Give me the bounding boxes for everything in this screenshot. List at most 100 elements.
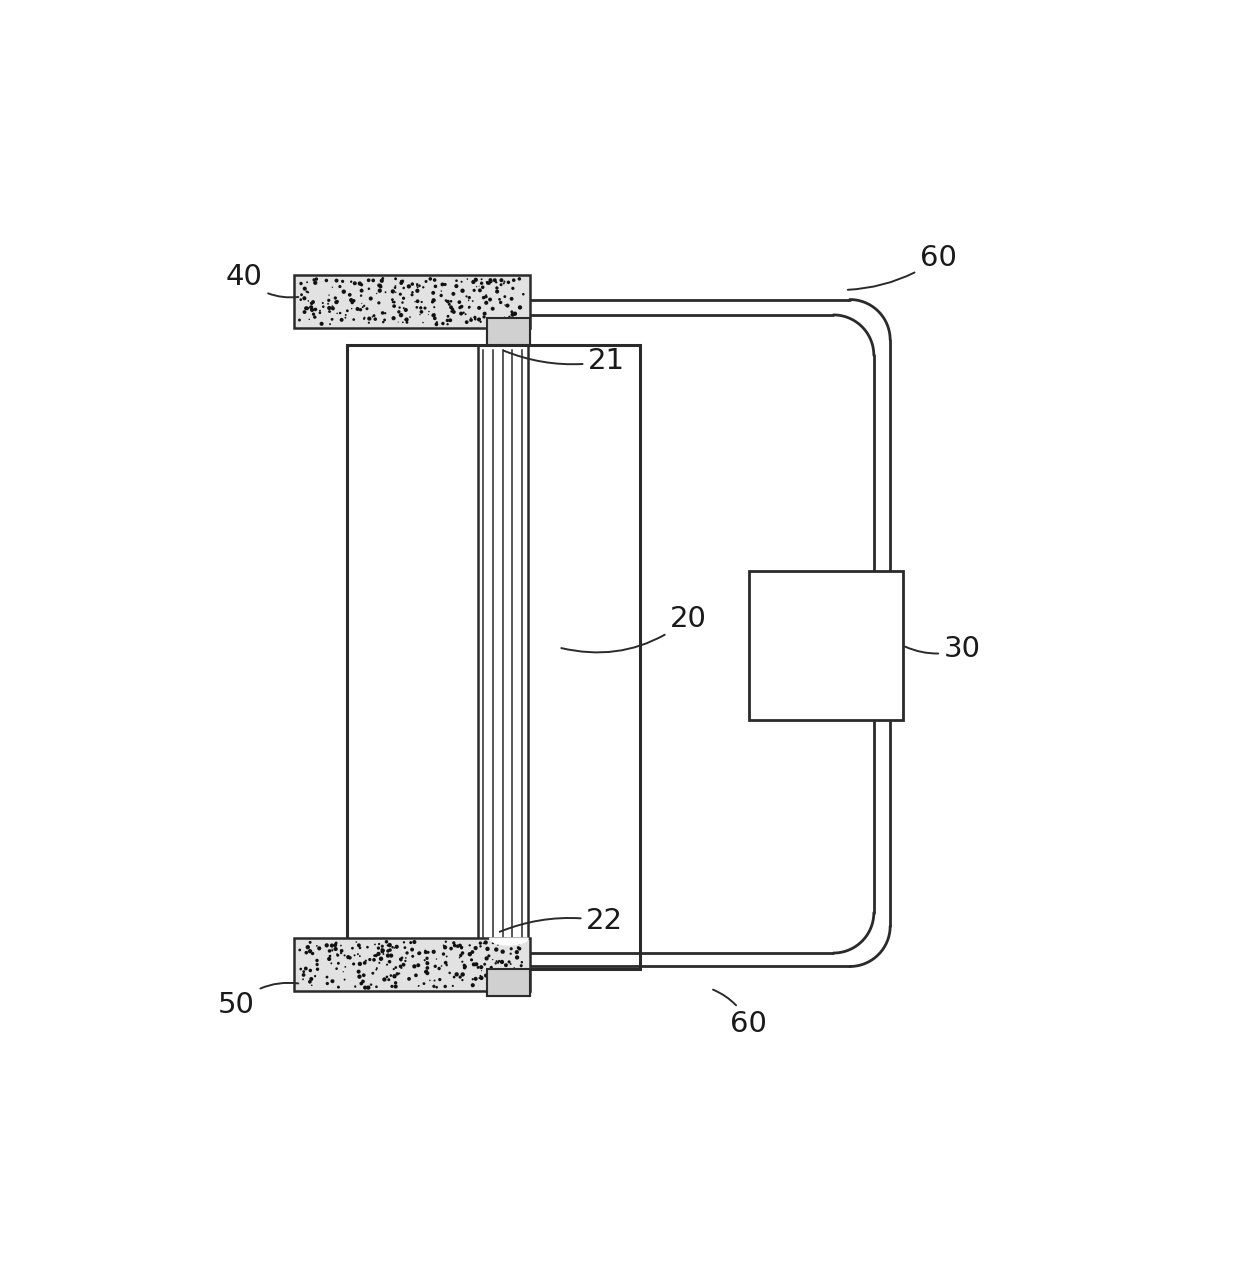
Text: 40: 40	[226, 264, 299, 297]
Point	[489, 952, 508, 973]
Point	[334, 282, 353, 302]
Point	[300, 932, 320, 952]
Point	[383, 282, 403, 302]
Point	[381, 940, 401, 960]
Point	[291, 273, 311, 293]
Point	[386, 957, 405, 978]
Point	[425, 956, 445, 976]
Point	[451, 272, 471, 292]
Bar	[294, 937, 529, 991]
Point	[291, 959, 311, 979]
Point	[290, 940, 310, 960]
Point	[355, 978, 374, 998]
Point	[365, 306, 384, 326]
Point	[367, 960, 387, 980]
Point	[463, 975, 482, 995]
Text: 60: 60	[848, 244, 956, 289]
Point	[507, 971, 527, 991]
Point	[301, 297, 321, 317]
Bar	[294, 274, 529, 328]
Point	[372, 936, 392, 956]
Point	[466, 938, 486, 959]
Point	[434, 936, 454, 956]
Point	[303, 292, 322, 312]
Point	[413, 277, 433, 297]
Point	[377, 955, 397, 975]
Point	[391, 284, 410, 304]
Point	[415, 298, 435, 318]
Point	[355, 952, 374, 973]
Point	[316, 270, 336, 290]
Point	[379, 935, 399, 955]
Point	[389, 297, 409, 317]
Point	[326, 292, 346, 312]
Point	[294, 965, 314, 985]
Point	[404, 956, 424, 976]
Point	[392, 947, 412, 967]
Point	[508, 937, 528, 957]
Point	[348, 961, 368, 981]
Point	[459, 290, 479, 311]
Point	[477, 272, 497, 292]
Point	[303, 943, 322, 964]
Point	[291, 284, 311, 304]
Point	[357, 298, 377, 318]
Point	[399, 277, 419, 297]
Point	[470, 280, 490, 301]
Point	[342, 298, 362, 318]
Point	[480, 964, 500, 984]
Point	[360, 950, 379, 970]
Point	[298, 298, 317, 318]
Point	[407, 274, 427, 294]
Point	[387, 937, 407, 957]
Point	[391, 304, 410, 325]
Point	[308, 955, 327, 975]
Point	[490, 289, 510, 309]
Point	[460, 935, 480, 955]
Point	[322, 277, 342, 297]
Point	[507, 309, 527, 330]
Point	[464, 272, 484, 292]
Point	[432, 285, 451, 306]
Point	[459, 288, 479, 308]
Point	[438, 311, 458, 331]
Point	[402, 940, 422, 960]
Point	[454, 303, 474, 323]
Point	[384, 292, 404, 312]
Point	[497, 296, 517, 316]
Point	[474, 288, 494, 308]
Point	[386, 269, 405, 289]
Point	[443, 299, 463, 320]
Point	[408, 955, 428, 975]
Point	[513, 960, 533, 980]
Point	[329, 954, 348, 974]
Point	[471, 273, 491, 293]
Point	[469, 277, 489, 297]
Point	[371, 275, 391, 296]
Point	[403, 282, 423, 302]
Point	[336, 308, 356, 328]
Point	[491, 270, 511, 290]
Point	[320, 946, 340, 966]
Point	[296, 942, 316, 962]
Point	[458, 269, 477, 289]
Point	[466, 969, 486, 989]
Point	[450, 947, 470, 967]
Point	[308, 959, 327, 979]
Point	[418, 942, 438, 962]
Point	[505, 975, 525, 995]
Point	[309, 938, 329, 959]
Point	[394, 298, 414, 318]
Point	[479, 311, 498, 331]
Point	[341, 290, 361, 311]
Point	[329, 978, 348, 998]
Point	[466, 954, 486, 974]
Point	[479, 974, 498, 994]
Point	[476, 965, 496, 985]
Point	[425, 277, 445, 297]
Point	[367, 283, 387, 303]
Point	[322, 940, 342, 960]
Point	[331, 943, 351, 964]
Point	[326, 938, 346, 959]
Point	[326, 270, 346, 290]
